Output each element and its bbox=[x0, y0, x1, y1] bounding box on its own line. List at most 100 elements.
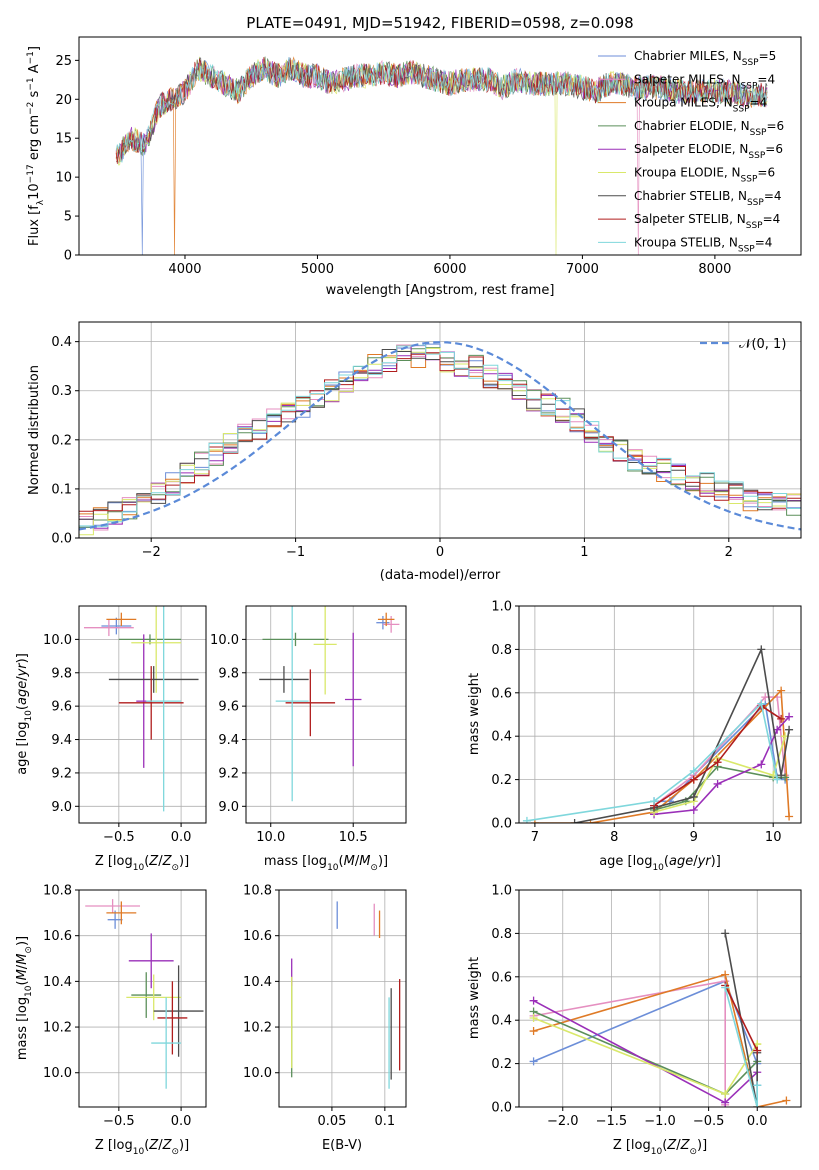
x-tick-label: −2 bbox=[142, 545, 161, 560]
y-axis-label-part: age bbox=[15, 681, 30, 705]
axes-border bbox=[245, 605, 407, 824]
axes-border bbox=[78, 36, 802, 256]
x-axis-label: (data-model)/error bbox=[380, 568, 501, 583]
axes-frame: 4000 5000 6000 7000 8000 0 5 10 15 20 25 wavelength… bbox=[26, 36, 802, 298]
x-tick-label: 2 bbox=[725, 545, 733, 560]
weight-marker bbox=[757, 699, 766, 708]
panel-residuals: −2 −1 0 1 2 0.0 0.1 0.2 0.3 0.4 (data-model)/error… bbox=[27, 321, 802, 583]
legend-entry: Chabrier ELODIE, NSSP=6 bbox=[634, 119, 784, 138]
weight-marker bbox=[773, 775, 782, 784]
y-tick-label: 9.4 bbox=[51, 733, 72, 748]
x-tick-label: 9 bbox=[690, 830, 698, 845]
legend-entry-part: =4 bbox=[755, 235, 773, 249]
weight-marker bbox=[721, 970, 730, 979]
y-axis-label-part: )] bbox=[15, 936, 30, 946]
weight-marker bbox=[529, 1057, 538, 1066]
x-tick-label: −1.0 bbox=[644, 1114, 676, 1129]
weight-marker bbox=[785, 725, 794, 734]
y-axis-label-part: 10 bbox=[27, 183, 42, 200]
weight-marker bbox=[721, 929, 730, 938]
x-tick-label: 5000 bbox=[301, 262, 334, 277]
axes-frame: −0.5 0.09.09.29.49.69.810.0Z [log10(Z/Z⊙)… bbox=[15, 605, 207, 873]
y-tick-label: 0.6 bbox=[491, 686, 512, 701]
x-axis-label: Z [log10(Z/Z⊙)] bbox=[95, 1138, 189, 1157]
x-tick-label: −1 bbox=[286, 545, 305, 560]
legend-entry: 𝒩(0, 1) bbox=[739, 337, 786, 352]
weight-marker bbox=[757, 645, 766, 654]
y-tick-label: 9.8 bbox=[51, 666, 72, 681]
y-tick-label: 0.4 bbox=[491, 1014, 512, 1029]
legend-entry-part: =6 bbox=[766, 119, 784, 133]
y-tick-label: 0.1 bbox=[51, 482, 72, 497]
weight-marker bbox=[777, 714, 786, 723]
axes-border bbox=[278, 889, 407, 1108]
y-axis-label-part: 10 bbox=[24, 710, 34, 722]
x-axis-label-part: / bbox=[158, 854, 163, 869]
y-tick-label: 0.2 bbox=[491, 1057, 512, 1072]
plot-area bbox=[79, 890, 206, 1107]
weight-line bbox=[724, 987, 758, 1107]
x-axis-label-part: )] bbox=[179, 854, 189, 869]
y-tick-label: 10.2 bbox=[243, 1021, 272, 1036]
legend-entry-part: SSP bbox=[746, 221, 763, 231]
y-tick-label: 0.0 bbox=[491, 1101, 512, 1116]
x-axis-label-part: age [log bbox=[599, 854, 652, 869]
data-layer bbox=[522, 645, 794, 823]
spectrum-line bbox=[115, 57, 768, 163]
y-axis-label-part: ( bbox=[15, 705, 30, 710]
y-axis-label-part: −17 bbox=[26, 164, 36, 183]
weight-marker bbox=[713, 779, 722, 788]
y-tick-label: 9.6 bbox=[218, 700, 239, 715]
x-axis-label-part: )] bbox=[711, 854, 721, 869]
weight-marker bbox=[757, 760, 766, 769]
weight-marker bbox=[529, 1014, 538, 1023]
y-tick-label: 10.0 bbox=[243, 1066, 272, 1081]
data-layer bbox=[115, 56, 768, 255]
x-tick-label: 0.0 bbox=[171, 830, 192, 845]
panel-mass-vs-Z: −0.5 0.010.010.210.410.610.8Z [log10(Z/Z⊙… bbox=[15, 884, 207, 1157]
y-tick-label: 10.0 bbox=[43, 633, 72, 648]
weight-marker bbox=[721, 1089, 730, 1098]
x-axis-label-part: M bbox=[359, 854, 370, 869]
x-axis-label-part: Z bbox=[148, 854, 159, 869]
y-tick-label: 10.2 bbox=[43, 1021, 72, 1036]
x-axis-label-part: ⊙ bbox=[171, 863, 179, 873]
normal-curve bbox=[79, 341, 801, 531]
legend-entry-part: SSP bbox=[741, 175, 758, 185]
x-axis-label-part: Z bbox=[162, 854, 173, 869]
y-tick-label: 0.2 bbox=[491, 773, 512, 788]
y-tick-label: 9.0 bbox=[51, 800, 72, 815]
weight-marker bbox=[721, 1098, 730, 1107]
x-tick-label: 10.0 bbox=[256, 830, 285, 845]
legend-entry-part: SSP bbox=[748, 151, 765, 161]
legend-entry-part: SSP bbox=[742, 58, 759, 68]
panel-spectrum: 4000 5000 6000 7000 8000 0 5 10 15 20 25 wavelength… bbox=[26, 36, 802, 298]
legend-entry: Kroupa MILES, NSSP=4 bbox=[634, 96, 767, 115]
weight-marker bbox=[785, 812, 794, 821]
x-axis-label-part: ⊙ bbox=[171, 1147, 179, 1157]
weight-marker bbox=[777, 771, 786, 780]
x-axis-label-part: 10 bbox=[327, 863, 339, 873]
y-axis-label-part: λ bbox=[36, 199, 46, 205]
y-tick-label: 10.4 bbox=[243, 975, 272, 990]
x-tick-label: −0.5 bbox=[103, 1114, 135, 1129]
y-tick-label: 9.4 bbox=[218, 733, 239, 748]
y-axis-label-part: M bbox=[15, 969, 30, 980]
y-axis-label-part: yr bbox=[15, 662, 30, 678]
weight-line bbox=[653, 716, 790, 816]
y-tick-label: 25 bbox=[55, 54, 72, 69]
x-tick-label: 7 bbox=[531, 830, 539, 845]
y-tick-label: 10.8 bbox=[243, 884, 272, 899]
y-tick-label: 0.8 bbox=[491, 643, 512, 658]
y-axis-label: Flux [fλ10−17 erg cm−2 s−1 A−1] bbox=[26, 46, 46, 246]
legend-entry-part: =4 bbox=[764, 189, 782, 203]
x-axis-label-part: Z bbox=[162, 1138, 173, 1153]
legend-entry-part: =5 bbox=[759, 49, 777, 63]
data-layer bbox=[529, 929, 791, 1107]
x-axis-label-part: Z bbox=[680, 1138, 691, 1153]
weight-marker bbox=[782, 1096, 791, 1105]
histogram-step bbox=[79, 344, 801, 538]
x-axis-label-part: Z [log bbox=[613, 1138, 651, 1153]
